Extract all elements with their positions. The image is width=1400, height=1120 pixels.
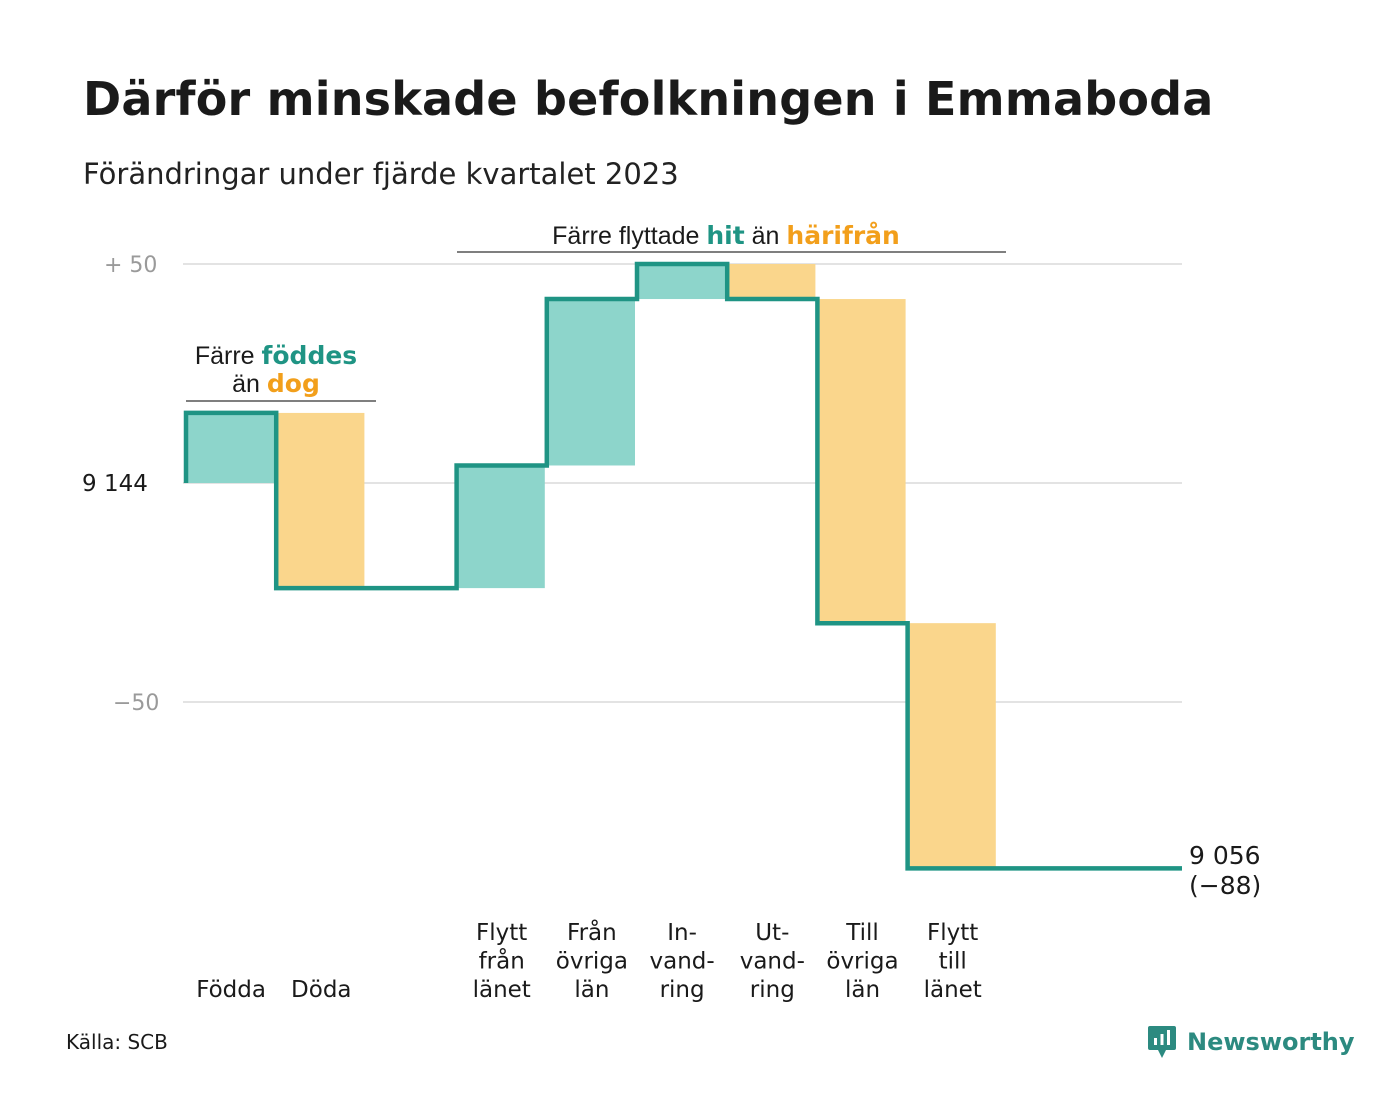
births-annotation-born: föddes bbox=[262, 341, 358, 370]
category-label-0-0: Födda bbox=[196, 977, 266, 1003]
bars bbox=[188, 264, 996, 869]
bar-1 bbox=[278, 412, 365, 589]
bar-4 bbox=[548, 299, 635, 466]
bar-3 bbox=[458, 465, 545, 589]
moves-annotation-fewer: Färre flyttade bbox=[552, 222, 706, 250]
brand-name: Newsworthy bbox=[1187, 1028, 1355, 1056]
newsworthy-logo-icon bbox=[1148, 1026, 1176, 1058]
category-label-3-1: från bbox=[479, 947, 525, 975]
end-value-label: 9 056(−88) bbox=[1189, 841, 1261, 900]
births-annotation-line2: än dog bbox=[232, 369, 320, 398]
end-value-line-0: 9 056 bbox=[1189, 841, 1261, 870]
chart-subtitle: Förändringar under fjärde kvartalet 2023 bbox=[83, 157, 679, 191]
category-label-7-1: övriga bbox=[826, 949, 898, 975]
births-annotation-fewer: Färre bbox=[195, 342, 262, 370]
bar-8 bbox=[909, 623, 996, 869]
chart-title: Därför minskade befolkningen i Emmaboda bbox=[83, 72, 1214, 126]
bar-7 bbox=[819, 299, 906, 624]
category-label-8-1: till bbox=[939, 949, 967, 975]
end-value-line-1: (−88) bbox=[1189, 871, 1261, 900]
category-label-6-1: vand- bbox=[740, 949, 805, 975]
category-label-5-2: ring bbox=[660, 977, 705, 1003]
y-tick-label-0: + 50 bbox=[104, 253, 157, 278]
category-label-5-1: vand- bbox=[650, 949, 715, 975]
category-label-7-0: Till bbox=[845, 920, 879, 946]
source-note: Källa: SCB bbox=[66, 1030, 168, 1054]
bar-0 bbox=[188, 412, 275, 483]
category-labels: Födda DödaFlyttfrånlänetFrånövrigalänIn-v… bbox=[196, 918, 982, 1003]
y-tick-label-1: 9 144 bbox=[82, 471, 148, 497]
category-label-3-0: Flytt bbox=[476, 920, 527, 946]
y-tick-label-2: −50 bbox=[113, 691, 159, 716]
births-annotation-line1: Färre föddes bbox=[195, 341, 357, 370]
category-label-4-2: län bbox=[574, 977, 609, 1003]
bar-5 bbox=[639, 264, 726, 300]
category-label-4-1: övriga bbox=[556, 949, 628, 975]
births-annotation-than: än bbox=[232, 370, 267, 398]
moves-annotation-from-here: härifrån bbox=[786, 221, 899, 250]
moves-annotation: Färre flyttade hit än härifrån bbox=[552, 221, 900, 250]
moves-annotation-than: än bbox=[745, 222, 787, 250]
category-label-3-2: länet bbox=[473, 977, 531, 1003]
annotations: Färre föddes än dog Färre flyttade hit ä… bbox=[186, 221, 1006, 402]
category-label-8-0: Flytt bbox=[927, 920, 978, 946]
step-line bbox=[183, 261, 1182, 871]
cumulative-step-line bbox=[183, 261, 1182, 871]
brand: Newsworthy bbox=[1147, 1024, 1355, 1060]
category-label-1-0: Döda bbox=[291, 977, 351, 1003]
y-axis-ticks: + 50 9 144 −50 bbox=[82, 253, 159, 716]
category-label-4-0: Från bbox=[567, 918, 617, 946]
bar-6 bbox=[729, 264, 816, 300]
category-label-8-2: länet bbox=[924, 977, 982, 1003]
moves-annotation-here: hit bbox=[706, 221, 744, 250]
category-label-6-0: Ut- bbox=[755, 920, 789, 946]
births-annotation-died: dog bbox=[267, 369, 320, 398]
category-label-5-0: In- bbox=[667, 920, 697, 946]
category-label-7-2: län bbox=[845, 977, 880, 1003]
category-label-6-2: ring bbox=[750, 977, 795, 1003]
